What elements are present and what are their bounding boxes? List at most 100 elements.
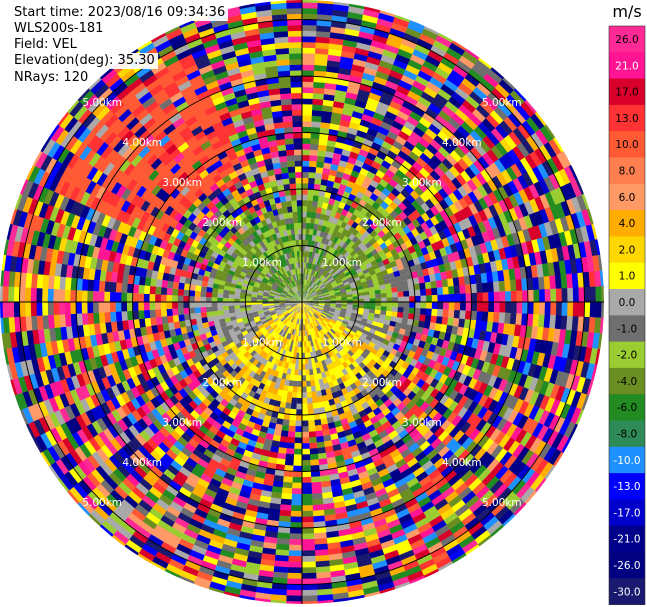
gate-cell <box>305 293 311 298</box>
gate-cell <box>302 222 307 229</box>
gate-cell <box>359 83 373 93</box>
gate-cell <box>402 100 416 112</box>
gate-cell <box>340 221 348 229</box>
gate-cell <box>310 132 320 140</box>
gate-cell <box>376 150 387 161</box>
gate-cell <box>352 252 360 260</box>
gate-cell <box>317 273 323 280</box>
gate-cell <box>398 211 408 221</box>
gate-cell <box>431 98 446 111</box>
gate-cell <box>530 132 545 149</box>
gate-cell <box>377 221 387 231</box>
gate-cell <box>338 246 345 254</box>
gate-cell <box>498 79 515 95</box>
gate-cell <box>357 88 371 98</box>
gate-cell <box>341 266 348 273</box>
gate-cell <box>361 194 370 203</box>
gate-cell <box>302 297 306 302</box>
gate-cell <box>319 242 325 250</box>
gate-cell <box>312 264 317 271</box>
gate-cell <box>477 156 490 170</box>
gate-cell <box>344 244 352 252</box>
gate-cell <box>405 193 416 204</box>
gate-cell <box>461 77 477 92</box>
gate-cell <box>375 70 390 81</box>
gate-cell <box>335 251 342 259</box>
gate-cell <box>401 160 413 171</box>
gate-cell <box>327 134 338 142</box>
gate-cell <box>325 145 336 153</box>
gate-cell <box>316 272 321 279</box>
gate-cell <box>325 71 339 79</box>
gate-cell <box>412 126 426 138</box>
gate-cell <box>426 143 439 156</box>
gate-cell <box>305 239 309 246</box>
gate-cell <box>358 30 374 41</box>
gate-cell <box>305 228 310 235</box>
gate-cell <box>486 131 500 146</box>
gate-cell <box>326 259 333 266</box>
gate-cell <box>512 145 526 161</box>
gate-cell <box>539 125 554 143</box>
gate-cell <box>341 108 354 117</box>
gate-cell <box>302 103 313 111</box>
gate-cell <box>451 91 466 105</box>
gate-cell <box>332 100 345 109</box>
gate-cell <box>368 146 380 157</box>
gate-cell <box>398 130 410 141</box>
gate-cell <box>318 254 323 261</box>
gate-cell <box>520 101 536 118</box>
gate-cell <box>318 267 324 274</box>
gate-cell <box>356 42 371 51</box>
gate-cell <box>382 115 395 126</box>
gate-cell <box>303 290 306 297</box>
gate-cell <box>356 94 369 104</box>
gate-cell <box>309 281 314 288</box>
gate-cell <box>303 284 305 291</box>
gate-cell <box>398 228 407 238</box>
gate-cell <box>434 150 447 163</box>
gate-cell <box>308 287 313 293</box>
gate-cell <box>416 205 426 216</box>
gate-cell <box>333 95 346 104</box>
gate-cell <box>335 84 349 92</box>
gate-cell <box>305 293 310 298</box>
gate-cell <box>443 79 459 92</box>
gate-cell <box>312 87 325 95</box>
gate-cell <box>440 173 452 185</box>
gate-cell <box>319 133 329 141</box>
gate-cell <box>395 169 406 180</box>
gate-cell <box>415 171 427 183</box>
gate-cell <box>371 160 382 170</box>
gate-cell <box>493 106 509 121</box>
gate-cell <box>399 43 415 55</box>
gate-cell <box>339 119 351 128</box>
gate-cell <box>342 235 349 243</box>
gate-cell <box>407 22 425 34</box>
gate-cell <box>302 284 304 291</box>
gate-cell <box>465 95 481 109</box>
gate-cell <box>310 143 319 151</box>
gate-cell <box>322 167 331 175</box>
gate-cell <box>495 141 509 157</box>
gate-cell <box>438 188 449 200</box>
gate-cell <box>402 225 412 235</box>
gate-cell <box>311 109 323 117</box>
gate-cell <box>325 244 331 252</box>
gate-cell <box>302 166 310 173</box>
gate-cell <box>470 146 483 160</box>
gate-cell <box>406 115 420 127</box>
gate-cell <box>378 59 394 70</box>
gate-cell <box>440 83 456 97</box>
gate-cell <box>340 154 350 163</box>
gate-cell <box>321 262 327 269</box>
gate-cell <box>302 296 305 302</box>
gate-cell <box>320 255 326 262</box>
gate-cell <box>414 75 430 87</box>
gate-cell <box>309 228 314 235</box>
gate-cell <box>316 155 326 163</box>
gate-cell <box>306 268 310 275</box>
gate-cell <box>457 158 470 171</box>
gate-cell <box>329 32 345 40</box>
gate-cell <box>452 188 464 201</box>
